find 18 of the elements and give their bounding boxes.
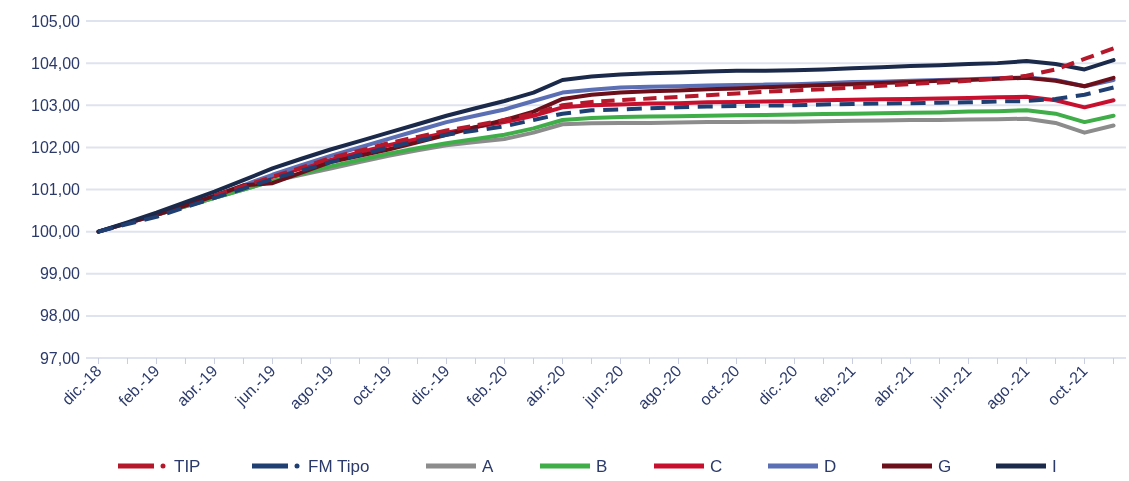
y-tick-label: 99,00	[39, 265, 81, 283]
legend-label: C	[710, 456, 723, 476]
legend-label: I	[1052, 456, 1057, 476]
y-tick-label: 97,00	[39, 349, 81, 367]
line-series	[212, 46, 1116, 198]
legend-label: B	[596, 456, 608, 476]
y-tick-label: 98,00	[39, 307, 81, 325]
y-tick-label: 105,00	[31, 12, 81, 30]
legend-label: FM Tipo	[308, 456, 370, 476]
legend-label: A	[482, 456, 494, 476]
legend-label: G	[938, 456, 952, 476]
y-tick-label: 102,00	[31, 138, 81, 156]
legend-label: D	[824, 456, 837, 476]
y-tick-label: 101,00	[31, 181, 81, 199]
y-tick-label: 100,00	[31, 223, 81, 241]
y-tick-label: 103,00	[31, 96, 81, 114]
legend-label: TIP	[174, 456, 201, 476]
y-tick-label: 104,00	[31, 54, 81, 72]
